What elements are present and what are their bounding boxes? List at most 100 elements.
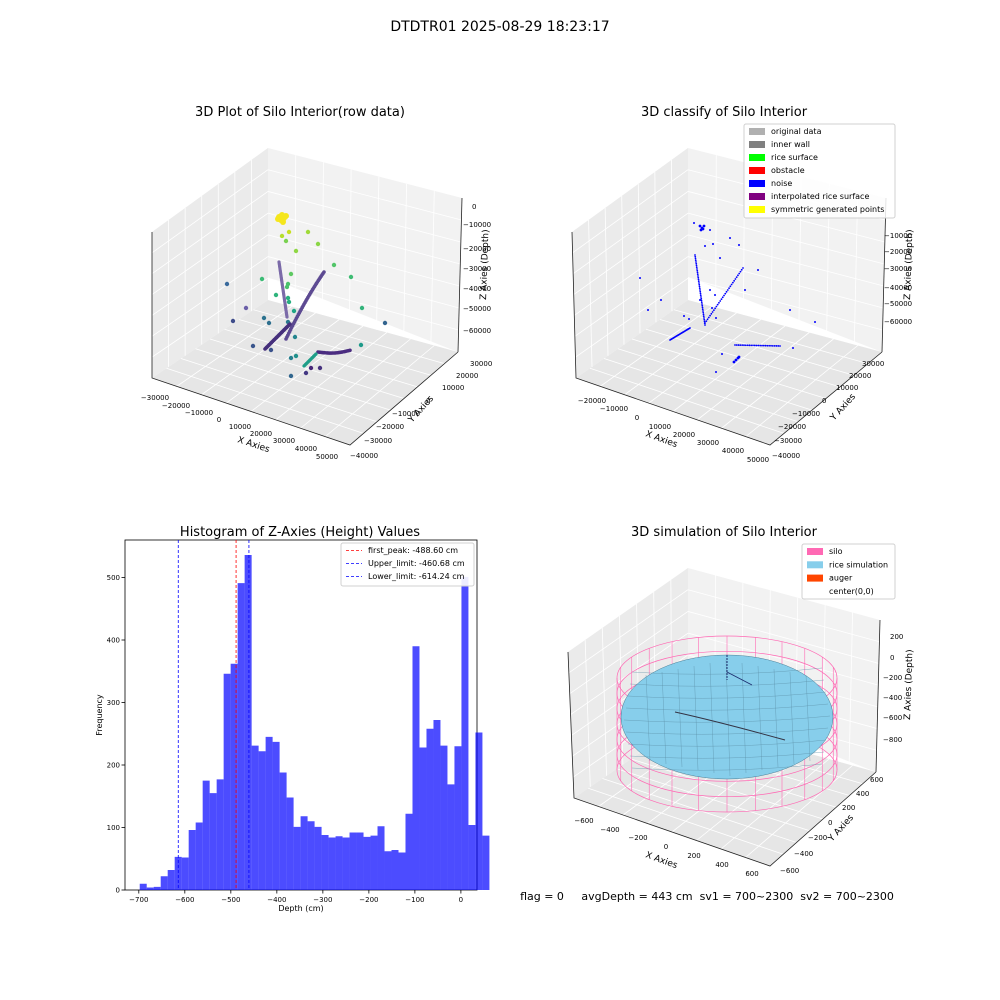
sim-ytick: −600	[780, 867, 799, 875]
noise-point	[710, 312, 713, 315]
noise-point	[714, 294, 716, 296]
noise-point	[700, 296, 702, 298]
hist-legend-label: first_peak: -488.60 cm	[368, 546, 458, 555]
noise-point	[729, 285, 732, 288]
raw-point	[348, 274, 354, 280]
sim-title: 3D simulation of Silo Interior	[631, 525, 818, 540]
raw-xtick: 0	[217, 416, 221, 424]
noise-point	[699, 292, 702, 295]
hist-xtick-label: −300	[313, 896, 332, 904]
raw-point	[359, 305, 365, 311]
noise-point	[693, 222, 695, 224]
rice-mesh-line	[627, 691, 827, 699]
raw-xtick: 10000	[229, 423, 251, 431]
raw-ztick: −50000	[463, 305, 491, 313]
hist-bar	[216, 779, 224, 890]
raw-point	[250, 343, 256, 349]
noise-point	[750, 344, 753, 347]
legend-label: auger	[829, 574, 853, 583]
noise-point	[789, 309, 791, 311]
noise-point	[702, 311, 705, 314]
raw-zticks: 0 −10000 −20000 −30000 −40000 −50000 −60…	[463, 203, 491, 335]
raw-ztick: −10000	[463, 221, 491, 229]
raw-point	[382, 320, 388, 326]
noise-point	[704, 324, 706, 326]
legend-swatch	[749, 128, 765, 135]
raw-point	[303, 370, 309, 376]
sim-xtick: 600	[745, 870, 758, 878]
noise-point	[696, 268, 698, 270]
hist-bar	[412, 646, 420, 890]
raw-ytick: 0	[426, 397, 430, 405]
hist-bar	[349, 832, 357, 890]
noise-point	[698, 287, 701, 290]
hist-bar	[377, 826, 385, 890]
hist-bar	[188, 830, 196, 890]
hist-bar	[237, 583, 245, 890]
noise-point	[699, 290, 702, 293]
hist-bar	[405, 813, 413, 890]
hist-bar	[363, 836, 371, 890]
hist-yticks: 0 100 200 300 400 500	[107, 574, 125, 895]
noise-point	[730, 283, 733, 286]
noise-point	[737, 344, 740, 346]
hist-legend: first_peak: -488.60 cm Upper_limit: -460.…	[340, 542, 475, 587]
hist-bar	[384, 851, 392, 890]
noise-point	[773, 344, 776, 347]
hist-ytick-label: 100	[107, 824, 120, 832]
rice-mesh-line	[625, 727, 829, 735]
hist-bar	[440, 745, 448, 890]
noise-point	[712, 309, 715, 312]
noise-point	[735, 276, 738, 279]
panel-histogram: Histogram of Z-Axies (Height) Values −70…	[95, 525, 490, 913]
cls-ztick: −60000	[884, 318, 912, 326]
hist-xticks: −700 −600 −500 −400 −300 −200 −100 0	[129, 890, 463, 904]
noise-point	[704, 322, 706, 324]
hist-xtick-label: −100	[405, 896, 424, 904]
panel-classify-title: 3D classify of Silo Interior	[641, 105, 808, 120]
cls-ytick: −30000	[774, 437, 802, 445]
hist-ytick-label: 200	[107, 762, 120, 770]
noise-point	[706, 318, 709, 321]
cls-ytick: −40000	[772, 452, 800, 460]
noise-point	[700, 297, 703, 300]
panel-classify-3d: 3D classify of Silo Interior −20000 −100…	[571, 105, 915, 464]
auger-line	[726, 671, 753, 686]
noise-point	[698, 285, 701, 288]
rice-mesh-line	[789, 671, 795, 765]
hist-bar	[195, 822, 203, 890]
rice-mesh-line	[625, 703, 829, 711]
noise-point	[715, 305, 718, 308]
raw-point	[348, 348, 352, 353]
noise-point	[752, 344, 754, 347]
raw-point	[291, 308, 297, 314]
hist-bar	[468, 825, 476, 890]
legend-label: rice surface	[771, 153, 818, 162]
noise-point	[698, 282, 700, 284]
noise-point	[719, 257, 721, 259]
sim-xtick: −200	[628, 834, 647, 842]
hist-bar	[454, 746, 462, 890]
hist-bar	[272, 741, 280, 890]
noise-point	[701, 308, 704, 311]
raw-ytick: 30000	[470, 360, 492, 368]
raw-point	[283, 238, 289, 244]
noise-point	[734, 358, 738, 362]
noise-point	[699, 289, 701, 291]
cls-ztick: −50000	[884, 300, 912, 308]
noise-point	[715, 317, 717, 319]
hist-bar	[342, 837, 350, 890]
rice-mesh-line	[773, 668, 779, 768]
noise-point	[695, 262, 698, 265]
noise-point	[721, 353, 723, 355]
noise-point	[742, 267, 744, 269]
legend-swatch	[749, 167, 765, 174]
noise-point	[762, 344, 765, 347]
raw-point	[259, 276, 265, 282]
noise-point	[735, 344, 738, 346]
legend-swatch	[749, 180, 765, 187]
hist-bar	[167, 870, 175, 890]
raw-ztick: 0	[472, 203, 476, 211]
hist-bar	[391, 850, 399, 890]
noise-point	[696, 271, 699, 274]
